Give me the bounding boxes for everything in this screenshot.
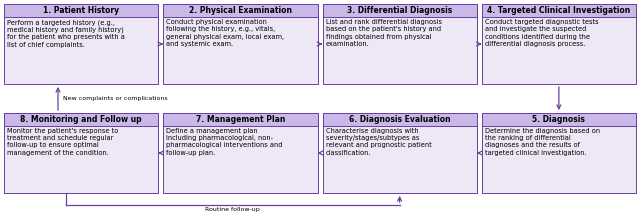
Text: List and rank differential diagnosis
based on the patient's history and
findings: List and rank differential diagnosis bas… [326,19,442,47]
FancyBboxPatch shape [323,4,477,84]
FancyBboxPatch shape [323,113,477,193]
FancyBboxPatch shape [482,4,636,84]
Text: New complaints or complications: New complaints or complications [63,96,168,101]
Text: Determine the diagnosis based on
the ranking of differential
diagnoses and the r: Determine the diagnosis based on the ran… [484,128,600,156]
FancyBboxPatch shape [4,113,158,126]
FancyBboxPatch shape [323,4,477,17]
Text: 3. Differential Diagnosis: 3. Differential Diagnosis [347,6,452,15]
Text: 8. Monitoring and Follow up: 8. Monitoring and Follow up [20,115,142,124]
FancyBboxPatch shape [163,4,317,84]
FancyBboxPatch shape [482,113,636,193]
Text: Routine follow-up: Routine follow-up [205,207,260,212]
Text: 7. Management Plan: 7. Management Plan [196,115,285,124]
FancyBboxPatch shape [163,113,317,126]
FancyBboxPatch shape [323,113,477,126]
FancyBboxPatch shape [4,4,158,84]
Text: Characterise diagnosis with
severity/stages/subtypes as
relevant and prognostic : Characterise diagnosis with severity/sta… [326,128,431,156]
Text: 6. Diagnosis Evaluation: 6. Diagnosis Evaluation [349,115,451,124]
FancyBboxPatch shape [482,4,636,17]
FancyBboxPatch shape [482,113,636,126]
Text: 2. Physical Examination: 2. Physical Examination [189,6,292,15]
Text: Define a management plan
including pharmacological, non-
pharmacological interve: Define a management plan including pharm… [166,128,283,156]
Text: Conduct targeted diagnostic tests
and investigate the suspected
conditions ident: Conduct targeted diagnostic tests and in… [484,19,598,47]
Text: 4. Targeted Clinical Investigation: 4. Targeted Clinical Investigation [487,6,630,15]
Text: Conduct physical examination
following the history, e.g., vitals,
general physic: Conduct physical examination following t… [166,19,284,47]
FancyBboxPatch shape [4,4,158,17]
FancyBboxPatch shape [163,4,317,17]
Text: Monitor the patient's response to
treatment and schedule regular
follow-up to en: Monitor the patient's response to treatm… [7,128,118,156]
FancyBboxPatch shape [4,113,158,193]
Text: 5. Diagnosis: 5. Diagnosis [532,115,586,124]
FancyBboxPatch shape [163,113,317,193]
Text: 1. Patient History: 1. Patient History [43,6,119,15]
Text: Perform a targeted history (e.g.,
medical history and family history)
for the pa: Perform a targeted history (e.g., medica… [7,19,125,48]
